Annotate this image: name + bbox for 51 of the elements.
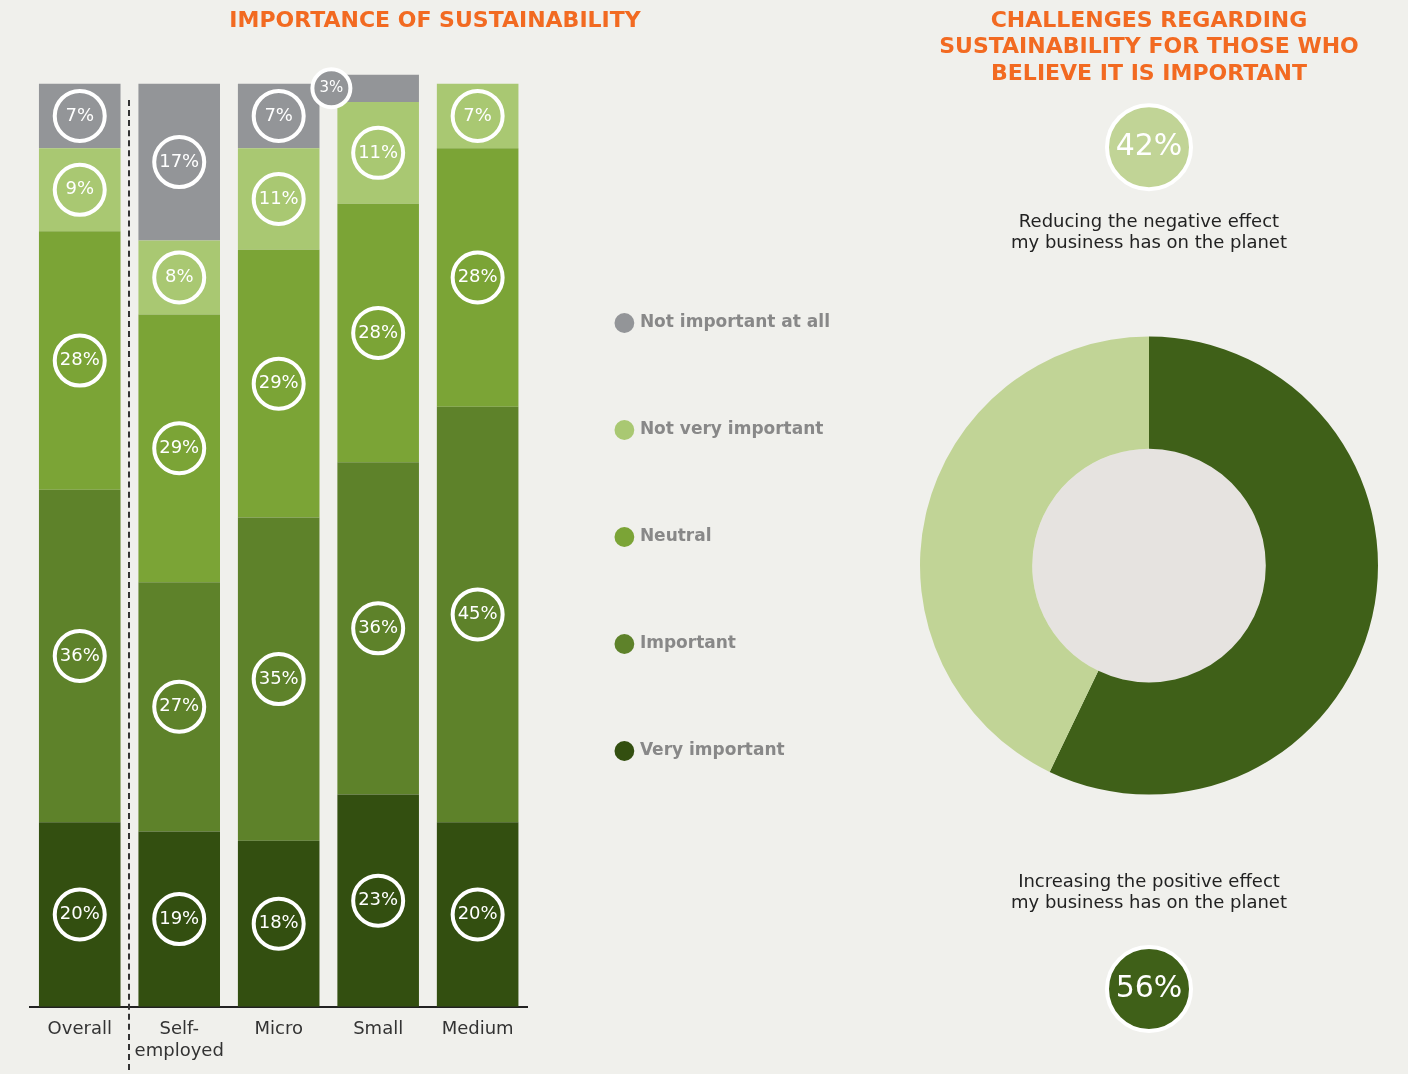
data-label: 42% — [1115, 127, 1183, 162]
bar — [337, 203, 419, 463]
bar — [237, 249, 320, 518]
data-label: 20% — [59, 902, 100, 924]
data-label: 29% — [159, 435, 200, 457]
data-label: 20% — [457, 902, 498, 924]
bar — [138, 582, 220, 832]
data-label: 9% — [65, 177, 95, 199]
x-tick-label: Self-employed — [134, 1017, 224, 1060]
data-label: 7% — [463, 103, 492, 125]
data-label: 17% — [159, 149, 200, 171]
data-label: 28% — [358, 320, 399, 342]
legend-label: Very important — [639, 739, 785, 760]
data-label: 27% — [159, 694, 200, 716]
legend-label: Not very important — [639, 418, 824, 439]
x-tick-label: Small — [353, 1017, 404, 1039]
legend-label: Important — [639, 632, 736, 653]
slice-label: Reducing the negative effect my business has on the planet — [1010, 209, 1288, 252]
legend-label: Not important at all — [639, 311, 831, 332]
data-label: 35% — [258, 666, 299, 688]
bar — [138, 314, 220, 583]
x-tick-label: Overall — [47, 1017, 112, 1039]
legend-label: Neutral — [639, 525, 712, 546]
data-label: 28% — [59, 348, 100, 370]
x-tick-label: Micro — [254, 1017, 303, 1039]
data-label: 7% — [65, 103, 95, 125]
data-label: 11% — [358, 140, 399, 162]
x-tick-label: Medium — [441, 1017, 514, 1039]
bar — [436, 148, 519, 407]
bar — [337, 462, 419, 795]
chart-title: CHALLENGES REGARDING SUSTAINABILITY FOR THOSE WHO BELIEVE IT IS IMPORTANT — [939, 6, 1359, 85]
data-label: 36% — [358, 615, 399, 637]
data-label: 3% — [319, 78, 344, 97]
data-label: 56% — [1115, 968, 1183, 1004]
data-label: 45% — [457, 602, 498, 624]
data-label: 11% — [258, 186, 299, 208]
bar — [38, 231, 121, 490]
data-label: 28% — [457, 265, 498, 287]
data-label: 36% — [59, 643, 100, 665]
chart-title: IMPORTANCE OF SUSTAINABILITY — [229, 6, 642, 32]
data-label: 8% — [164, 265, 194, 287]
data-label: 7% — [264, 103, 293, 125]
data-label: 19% — [159, 906, 200, 928]
bar — [337, 794, 419, 1007]
bar — [237, 517, 320, 841]
data-label: 18% — [258, 911, 299, 933]
data-label: 29% — [258, 371, 299, 393]
slice-label: Increasing the positive effect my business has on the planet — [1010, 869, 1288, 912]
data-label: 23% — [358, 888, 399, 910]
bar — [38, 489, 121, 823]
bar — [436, 406, 519, 823]
